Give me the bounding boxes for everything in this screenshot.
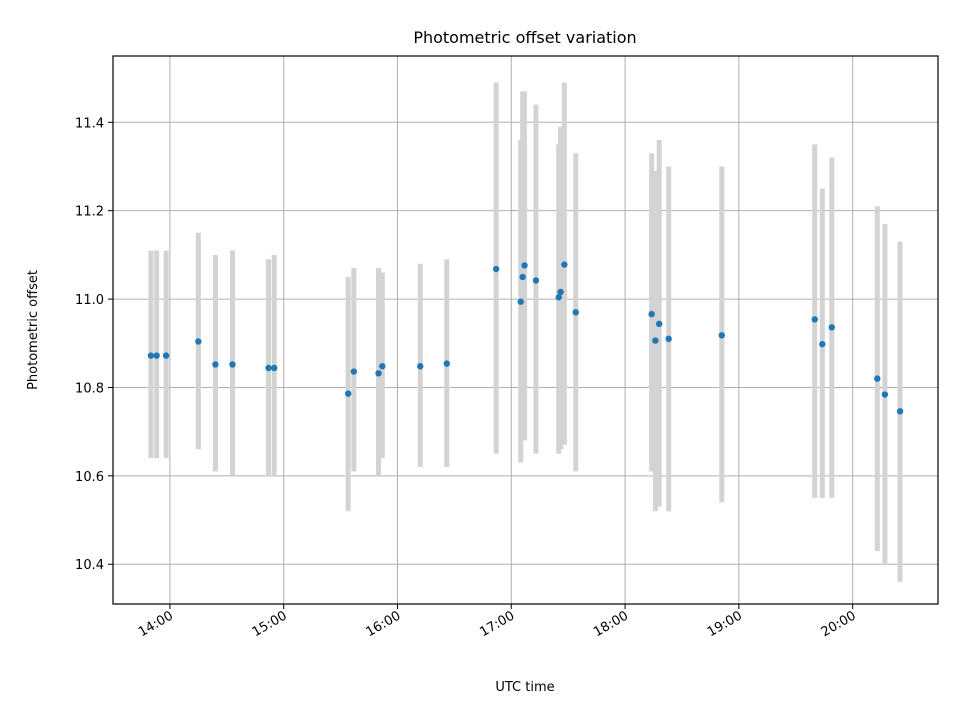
y-tick-label: 10.6 (75, 470, 104, 485)
data-point (819, 340, 826, 348)
data-point (375, 370, 382, 377)
data-point (229, 361, 236, 368)
data-point (443, 360, 450, 367)
chart-title: Photometric offset variation (413, 28, 636, 47)
data-point (162, 352, 170, 359)
data-point (648, 310, 655, 318)
data-point (561, 261, 568, 268)
data-point (572, 309, 579, 316)
data-point (555, 294, 562, 301)
data-point (532, 277, 540, 284)
data-point (147, 352, 155, 359)
data-point (344, 390, 352, 397)
data-point (519, 273, 526, 281)
x-axis-label: UTC time (495, 680, 554, 695)
data-point (896, 408, 904, 415)
data-point (652, 337, 659, 344)
data-point (665, 335, 672, 343)
data-point (656, 320, 663, 328)
data-point (195, 338, 202, 345)
y-axis-ticks: 10.4 10.6 10.8 11.0 11.2 11.4 (75, 116, 113, 573)
y-tick-label: 10.4 (75, 558, 104, 573)
data-point (271, 364, 278, 372)
data-point (350, 368, 358, 375)
data-point (417, 363, 424, 370)
y-tick-label: 11.0 (75, 293, 104, 308)
data-points (147, 261, 904, 415)
y-tick-label: 10.8 (75, 381, 104, 396)
data-point (881, 391, 889, 398)
data-point (811, 316, 818, 323)
data-point (265, 364, 272, 372)
y-tick-label: 11.4 (75, 116, 104, 131)
data-point (718, 332, 725, 339)
data-point (874, 375, 881, 382)
data-point (517, 298, 524, 305)
y-axis-label: Photometric offset (26, 270, 41, 390)
data-point (828, 324, 835, 331)
data-point (557, 288, 564, 296)
data-point (492, 265, 500, 273)
data-point (212, 361, 219, 368)
data-point (521, 262, 528, 269)
data-point (379, 363, 386, 370)
plot-area-frame (112, 55, 939, 605)
y-tick-label: 11.2 (75, 205, 104, 220)
data-point (153, 352, 160, 359)
